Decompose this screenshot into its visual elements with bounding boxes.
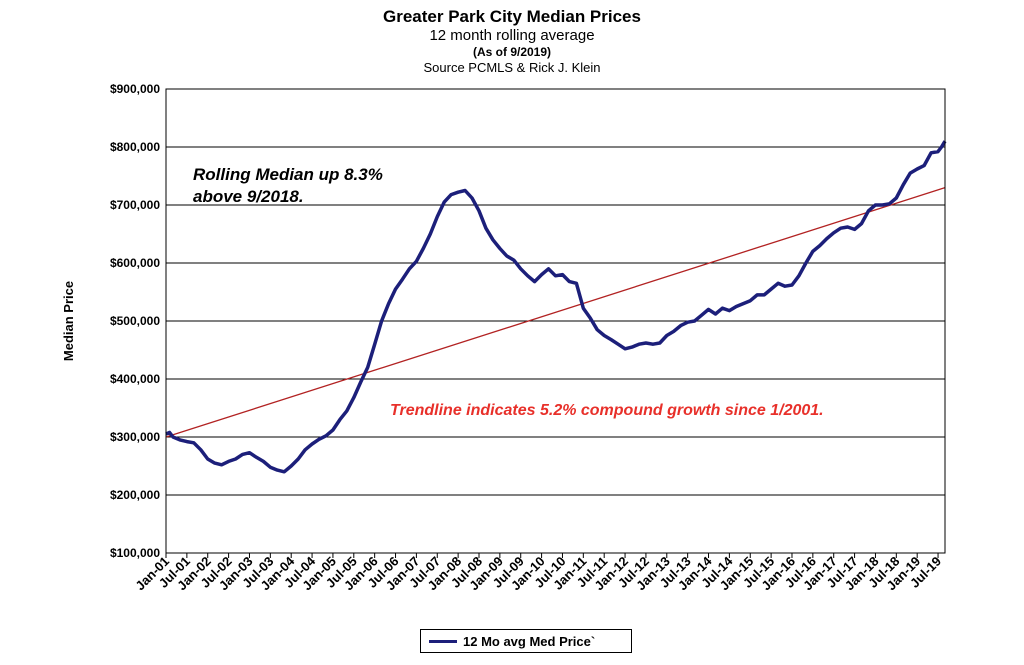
legend: 12 Mo avg Med Price` xyxy=(420,629,632,653)
series-line-median-price xyxy=(165,140,947,474)
y-tick-label: $700,000 xyxy=(110,198,160,212)
y-axis-label: Median Price xyxy=(61,281,76,361)
chart-title-block: Greater Park City Median Prices 12 month… xyxy=(0,6,1024,76)
y-tick-label: $200,000 xyxy=(110,488,160,502)
chart-subtitle: 12 month rolling average xyxy=(429,27,595,44)
y-tick-label: $900,000 xyxy=(110,82,160,96)
y-tick-label: $100,000 xyxy=(110,546,160,560)
chart-source: Source PCMLS & Rick J. Klein xyxy=(423,60,601,75)
y-tick-label: $400,000 xyxy=(110,372,160,386)
y-axis-ticks: $100,000 $200,000 $300,000 $400,000 $500,000… xyxy=(110,82,160,560)
trendline xyxy=(165,186,946,438)
chart-as-of: (As of 9/2019) xyxy=(472,45,552,59)
chart-title: Greater Park City Median Prices xyxy=(383,7,641,26)
y-tick-label: $800,000 xyxy=(110,140,160,154)
annotation-trendline: Trendline indicates 5.2% compound growth… xyxy=(390,402,824,419)
y-tick-label: $300,000 xyxy=(110,430,160,444)
legend-swatch xyxy=(429,639,457,643)
plot-area-border xyxy=(165,88,946,554)
annotation-rolling-median-line2: above 9/2018. xyxy=(193,187,304,206)
legend-label: 12 Mo avg Med Price` xyxy=(463,633,596,649)
grid-lines xyxy=(166,88,945,554)
y-tick-label: $600,000 xyxy=(110,256,160,270)
x-axis-ticks: Jan-01Jul-01Jan-02Jul-02Jan-03Jul-03Jan-… xyxy=(132,553,944,593)
annotation-rolling-median-line1: Rolling Median up 8.3% xyxy=(193,165,383,184)
y-tick-label: $500,000 xyxy=(110,314,160,328)
